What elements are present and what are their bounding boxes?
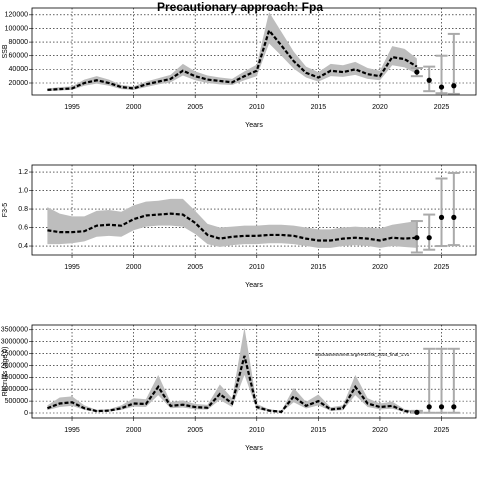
y-tick-label: 100000 [5,25,28,32]
annotation: stockassessment.org/HAD.fsk_2024_final_1… [315,352,410,357]
forecast-point [451,83,457,89]
forecast-point [451,404,457,410]
confidence-band [47,198,417,248]
x-tick-label: 2005 [187,264,203,271]
y-tick-label: 80000 [9,39,29,46]
x-tick-label: 2000 [126,104,142,111]
y-tick-label: 120000 [5,12,28,19]
y-axis-label: Recruits (age 0) [2,347,9,397]
y-axis-label: F3-5 [2,203,9,218]
y-tick-label: 60000 [9,53,29,60]
forecast-point [414,409,420,415]
y-tick-label: 1.2 [18,169,28,176]
x-tick-label: 2020 [372,104,388,111]
y-tick-label: 0 [24,410,28,417]
x-tick-label: 2005 [187,104,203,111]
estimate-line [47,212,417,242]
confidence-band [47,12,417,92]
y-axis-label: SSB [2,44,9,58]
forecast-point [438,214,445,220]
x-tick-label: 2020 [372,427,388,434]
forecast-point [438,404,445,410]
x-tick-label: 2010 [249,264,265,271]
confidence-band [47,327,417,413]
y-tick-label: 40000 [9,66,29,73]
x-tick-label: 1995 [64,427,80,434]
x-tick-label: 2010 [249,104,265,111]
x-axis-label: Years [245,122,263,129]
y-tick-label: 3000000 [1,338,28,345]
x-tick-label: 2015 [311,104,327,111]
x-tick-label: 2025 [434,427,450,434]
y-tick-label: 1.0 [18,187,28,194]
y-tick-label: 20000 [9,80,29,87]
x-tick-label: 1995 [64,264,80,271]
x-tick-label: 2000 [126,264,142,271]
plot-frame [31,164,477,256]
forecast-point [426,235,432,241]
x-axis-label: Years [245,445,263,452]
x-tick-label: 2015 [311,427,327,434]
y-tick-label: 0.4 [18,243,28,250]
forecast-point [451,214,457,220]
y-tick-label: 1000000 [1,386,28,393]
x-tick-label: 2025 [434,264,450,271]
x-tick-label: 2025 [434,104,450,111]
y-tick-label: 2500000 [1,350,28,357]
plot-frame [31,324,477,419]
estimate-line [46,355,417,414]
x-tick-label: 2005 [187,427,203,434]
y-tick-label: 3500000 [1,327,28,334]
y-tick-label: 2000000 [1,362,28,369]
forecast-point [438,84,445,90]
forecast-point [426,77,432,83]
x-tick-label: 2010 [249,427,265,434]
y-tick-label: 0.6 [18,224,28,231]
x-tick-label: 2020 [372,264,388,271]
y-tick-label: 1500000 [1,374,28,381]
x-tick-label: 2000 [126,427,142,434]
x-tick-label: 1995 [64,104,80,111]
y-tick-label: 500000 [5,398,28,405]
chart-title: Precautionary approach: Fpa [157,0,323,14]
estimate-line [47,28,418,91]
x-axis-label: Years [245,282,263,289]
x-tick-label: 2015 [311,264,327,271]
y-tick-label: 0.8 [18,206,28,213]
plot-frame [31,7,477,96]
forecast-point [414,235,420,241]
forecast-point [414,69,420,75]
forecast-point [426,404,432,410]
